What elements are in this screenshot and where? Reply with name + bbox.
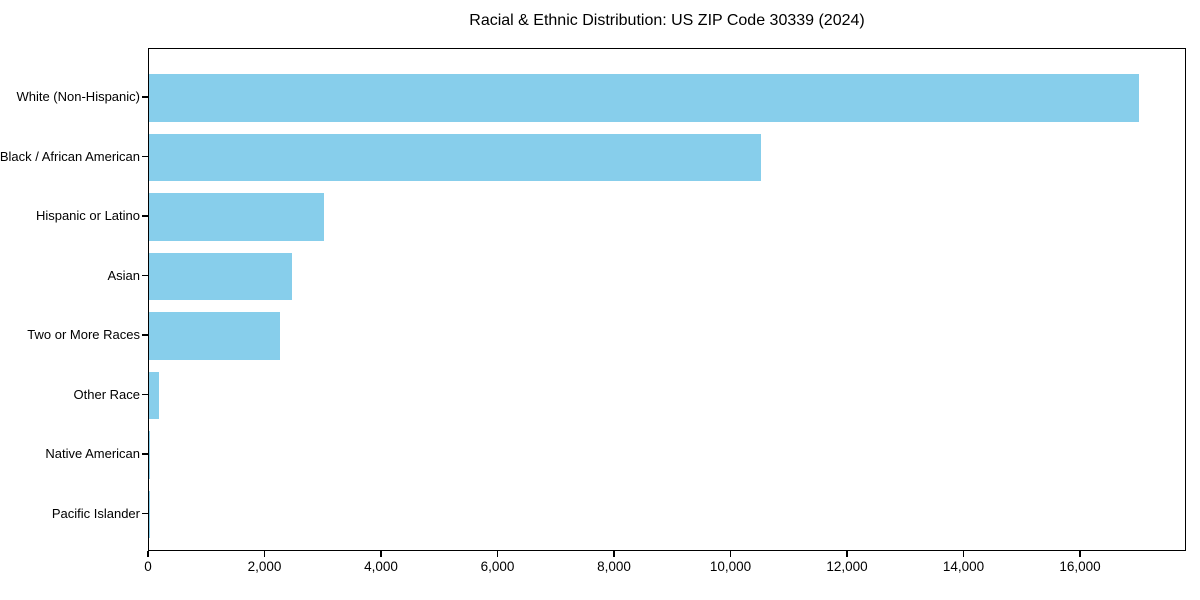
x-tick-label-0: 0 <box>144 559 152 574</box>
y-axis-tick <box>142 96 148 98</box>
y-tick-label-other-race: Other Race <box>73 386 140 402</box>
bar-two-or-more-races <box>149 312 281 360</box>
x-axis-tick <box>729 551 732 557</box>
x-tick-label-14000: 14,000 <box>942 559 985 574</box>
x-tick-label-10000: 10,000 <box>709 559 752 574</box>
y-axis-tick <box>142 512 148 515</box>
y-axis-tick <box>142 215 148 217</box>
y-axis-tick <box>142 274 148 277</box>
x-axis-tick <box>962 551 965 557</box>
x-axis-tick <box>147 551 149 557</box>
bar-native-american <box>149 431 151 479</box>
x-tick-label-4000: 4,000 <box>364 559 398 574</box>
x-axis-tick <box>263 551 266 557</box>
x-axis-tick <box>496 551 499 557</box>
bar-hispanic-or-latino <box>149 193 324 241</box>
y-tick-label-two-or-more-races: Two or More Races <box>27 327 140 342</box>
x-tick-label-2000: 2,000 <box>247 559 282 574</box>
x-tick-label-8000: 8,000 <box>597 559 631 574</box>
x-axis-tick <box>846 551 848 557</box>
x-tick-label-12000: 12,000 <box>826 559 868 574</box>
y-axis-tick <box>142 453 148 455</box>
plot-area <box>148 48 1186 551</box>
y-axis-tick <box>142 155 148 158</box>
y-tick-label-hispanic-or-latino: Hispanic or Latino <box>35 208 140 223</box>
y-tick-label-asian: Asian <box>107 267 140 283</box>
y-tick-label-white-non-hispanic: White (Non-Hispanic) <box>16 89 140 104</box>
bar-other-race <box>149 371 160 420</box>
x-tick-label-6000: 6,000 <box>480 559 515 574</box>
bar-asian <box>149 252 292 301</box>
x-axis-tick <box>613 551 615 557</box>
x-axis-tick <box>1079 551 1081 557</box>
x-tick-label-16000: 16,000 <box>1059 559 1101 574</box>
y-tick-label-pacific-islander: Pacific Islander <box>51 505 140 521</box>
y-axis-tick <box>142 393 148 396</box>
chart-title: Racial & Ethnic Distribution: US ZIP Cod… <box>469 12 865 29</box>
bar-white-non-hispanic <box>149 74 1140 122</box>
x-axis-tick <box>380 551 382 557</box>
y-tick-label-native-american: Native American <box>45 446 140 461</box>
y-axis-tick <box>142 334 148 336</box>
bar-black-african-american <box>149 133 761 182</box>
y-tick-label-black-african-american: Black / African American <box>0 148 140 164</box>
